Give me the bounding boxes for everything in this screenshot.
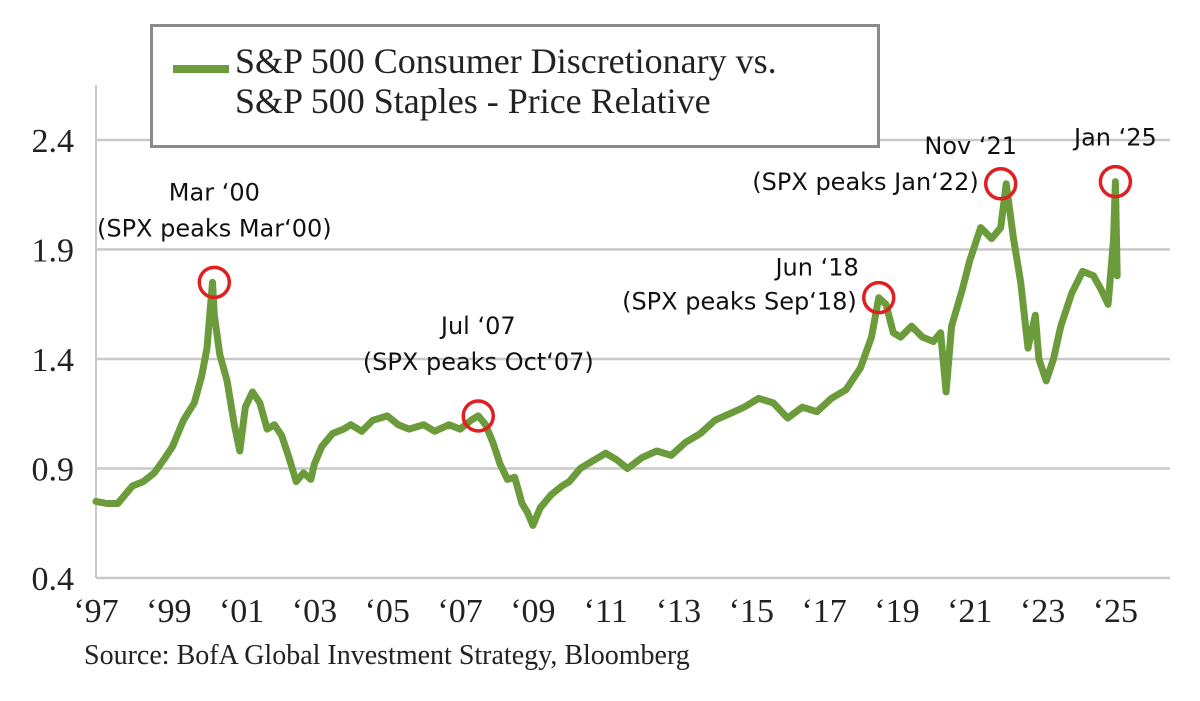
x-tick-label: ‘23 xyxy=(1020,593,1065,630)
x-tick-label: ‘25 xyxy=(1093,593,1138,630)
x-tick-label: ‘99 xyxy=(146,593,191,630)
y-tick-label: 1.9 xyxy=(32,233,75,270)
x-tick-label: ‘05 xyxy=(365,593,410,630)
annotations-layer: Mar ‘00 (SPX peaks Mar‘00) Jul ‘07 (SPX pea… xyxy=(97,124,1157,433)
annotation-label: (SPX peaks Mar‘00) xyxy=(97,214,332,242)
peak-highlight-circle xyxy=(861,280,896,315)
y-tick-label: 0.9 xyxy=(32,452,75,489)
series-line xyxy=(92,178,1121,529)
x-tick-label: ‘09 xyxy=(510,593,555,630)
legend-swatch xyxy=(173,65,229,73)
x-tick-label: ‘21 xyxy=(947,593,992,630)
annotation-label: Nov ‘21 xyxy=(924,132,1017,160)
source-note: Source: BofA Global Investment Strategy,… xyxy=(84,640,690,671)
x-axis-ticks: ‘97 ‘99 ‘01 ‘03 ‘05 ‘07 ‘09 ‘11 ‘13 ‘15 ‘17 ‘19 ‘21 ‘… xyxy=(73,593,1138,630)
legend-label: S&P 500 Consumer Discretionary vs. S&P 5… xyxy=(235,41,777,121)
annotation-label: Jan ‘25 xyxy=(1072,124,1157,152)
x-tick-label: ‘17 xyxy=(801,593,846,630)
peak-highlight-circle xyxy=(983,167,1018,201)
x-tick-label: ‘19 xyxy=(874,593,919,630)
y-tick-label: 0.4 xyxy=(32,561,75,598)
annotation-label: (SPX peaks Jan‘22) xyxy=(752,168,978,196)
annotation-label: Jun ‘18 xyxy=(773,254,858,282)
x-tick-label: ‘97 xyxy=(73,593,118,630)
y-tick-label: 1.4 xyxy=(32,342,75,379)
peak-highlight-circle xyxy=(461,399,496,433)
peak-highlight-circle xyxy=(1098,164,1133,199)
x-tick-label: ‘03 xyxy=(292,593,337,630)
y-axis-ticks: 0.4 0.9 1.4 1.9 2.4 xyxy=(32,123,75,598)
x-tick-label: ‘07 xyxy=(437,593,482,630)
annotation-label: (SPX peaks Sep‘18) xyxy=(622,288,857,316)
x-tick-label: ‘13 xyxy=(656,593,701,630)
annotation-label: Mar ‘00 xyxy=(169,178,260,206)
series-layer xyxy=(92,178,1121,529)
legend: S&P 500 Consumer Discretionary vs. S&P 5… xyxy=(150,24,880,148)
x-tick-label: ‘15 xyxy=(729,593,774,630)
annotation-label: Jul ‘07 xyxy=(439,312,516,340)
x-tick-label: ‘11 xyxy=(584,593,628,630)
peak-highlight-circle xyxy=(197,265,232,300)
annotation-label: (SPX peaks Oct‘07) xyxy=(363,348,594,376)
x-tick-label: ‘01 xyxy=(219,593,264,630)
y-tick-label: 2.4 xyxy=(32,123,75,160)
